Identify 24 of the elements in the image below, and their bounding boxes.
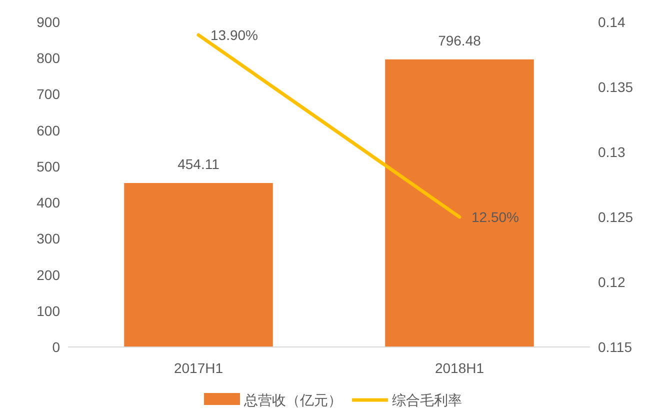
data-label: 796.48 xyxy=(438,32,482,48)
x-tick-label: 2018H1 xyxy=(434,360,484,376)
y2-tick-label: 0.12 xyxy=(598,274,626,290)
y2-tick-label: 0.135 xyxy=(598,79,634,95)
y2-tick-label: 0.115 xyxy=(598,339,632,355)
y-tick-label: 500 xyxy=(36,158,60,174)
y2-tick-label: 0.13 xyxy=(598,144,626,160)
y2-tick-label: 0.14 xyxy=(598,14,626,30)
y-tick-label: 800 xyxy=(36,50,60,66)
y-tick-label: 400 xyxy=(36,194,60,211)
y-tick-label: 300 xyxy=(36,230,60,247)
y-tick-label: 200 xyxy=(36,266,60,283)
legend-label: 综合毛利率 xyxy=(392,392,462,408)
data-label: 12.50% xyxy=(472,209,519,225)
y-tick-label: 0 xyxy=(52,339,60,355)
data-label: 13.90% xyxy=(210,27,258,43)
y-tick-label: 900 xyxy=(36,14,60,30)
x-tick-label: 2017H1 xyxy=(174,360,224,376)
data-label: 454.11 xyxy=(178,156,220,172)
y-tick-label: 700 xyxy=(36,86,60,102)
y-tick-label: 100 xyxy=(36,302,60,319)
y2-tick-label: 0.125 xyxy=(598,209,634,225)
legend-label: 总营收（亿元） xyxy=(243,392,342,408)
y-tick-label: 600 xyxy=(36,122,60,138)
